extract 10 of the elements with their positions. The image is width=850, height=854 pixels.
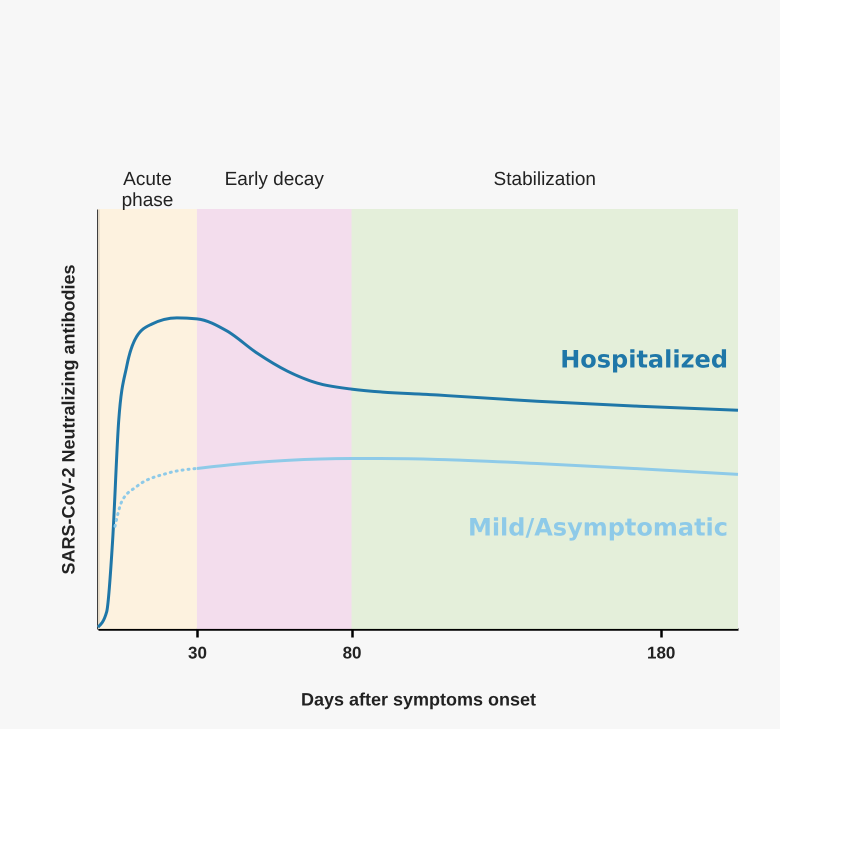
x-tick-label: 80: [342, 644, 362, 662]
y-axis-title: SARS-CoV-2 Neutralizing antibodies: [58, 264, 78, 575]
band-label: Stabilization: [494, 169, 596, 190]
band-label: Acute phase: [122, 169, 174, 211]
series-label: Hospitalized: [560, 345, 728, 374]
series-label: Mild/Asymptomatic: [468, 513, 728, 542]
x-tick-label: 180: [647, 644, 676, 662]
band-label: Early decay: [224, 169, 324, 190]
x-axis-title: Days after symptoms onset: [300, 690, 536, 710]
x-tick-label: 30: [188, 644, 207, 662]
